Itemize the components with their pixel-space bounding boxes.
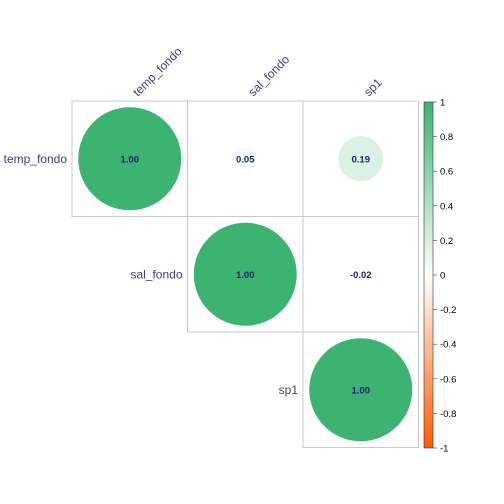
corr-value-temp_fondo-sal_fondo: 0.05 (236, 154, 255, 165)
colorbar-tick-label: -0.6 (440, 374, 456, 385)
corr-value-sal_fondo-sal_fondo: 1.00 (236, 270, 255, 281)
colorbar-tick-label: -0.4 (440, 340, 456, 351)
corr-circle-sal_fondo-sp1 (353, 266, 369, 282)
corr-circle-sal_fondo-sal_fondo (193, 222, 297, 326)
colorbar-tick-label: -1 (440, 444, 448, 455)
row-label-temp_fondo: temp_fondo (4, 152, 68, 166)
col-label-temp_fondo: temp_fondo (130, 44, 185, 99)
corr-circle-temp_fondo-sp1 (338, 136, 384, 182)
corr-value-temp_fondo-temp_fondo: 1.00 (121, 154, 140, 165)
corr-value-temp_fondo-sp1: 0.19 (352, 154, 371, 165)
colorbar-tick-label: 0.8 (440, 132, 453, 143)
colorbar-tick-label: -0.2 (440, 305, 456, 316)
labels: 1.00 0.05 0.19 1.00 -0.02 1.00 temp_fondo temp_… (4, 44, 385, 397)
colorbar-tick-label: 0.6 (440, 167, 453, 178)
circles (78, 107, 413, 442)
corr-value-sp1-sp1: 1.00 (352, 385, 371, 396)
colorbar-tick-label: 0.2 (440, 236, 453, 247)
colorbar-tick-label: 1 (440, 98, 445, 109)
corr-value-sal_fondo-sp1: -0.02 (350, 270, 372, 281)
corr-circle-temp_fondo-temp_fondo (78, 107, 182, 211)
grid (71, 100, 419, 448)
colorbar-gradient (423, 101, 434, 449)
colorbar-tick-label: 0 (440, 271, 445, 282)
row-label-sp1: sp1 (279, 383, 299, 397)
corr-circle-sp1-sp1 (309, 338, 413, 442)
row-label-sal_fondo: sal_fondo (130, 267, 182, 281)
colorbar-tick-label: -0.8 (440, 409, 456, 420)
colorbar: 1 0.8 0.6 0.4 0.2 0 -0.2 -0.4 -0.6 -0.8 -1 (423, 98, 456, 455)
col-label-sp1: sp1 (361, 75, 385, 99)
corr-circle-temp_fondo-sal_fondo (233, 147, 257, 171)
colorbar-tick-label: 0.4 (440, 201, 453, 212)
grid-cell-sp1-sp1 (302, 331, 419, 448)
col-label-sal_fondo: sal_fondo (245, 52, 292, 99)
